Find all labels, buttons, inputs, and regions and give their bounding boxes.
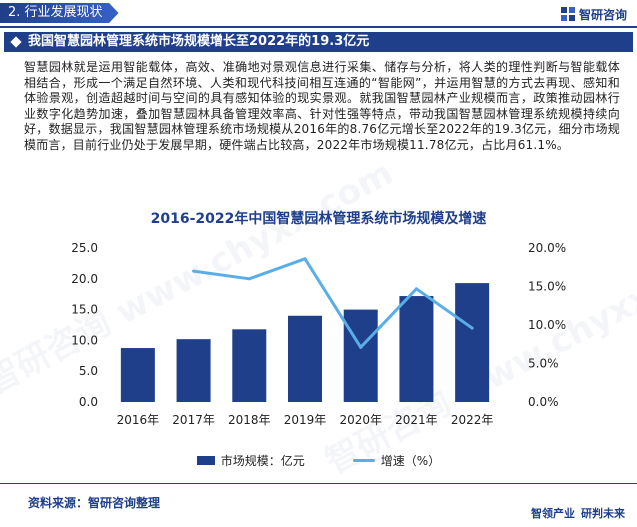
- y-left-tick-label: 15.0: [71, 303, 98, 317]
- line-point: [192, 269, 196, 273]
- x-tick-label: 2019年: [284, 413, 327, 427]
- legend-swatch-line: [352, 458, 375, 462]
- y-right-tick-label: 0.0%: [528, 395, 559, 409]
- bar: [343, 309, 378, 402]
- legend-item-line: 增速（%）: [352, 452, 441, 469]
- line-point: [414, 287, 418, 291]
- x-tick-label: 2020年: [339, 413, 382, 427]
- bar: [176, 339, 211, 402]
- line-point: [247, 277, 251, 281]
- bar: [232, 329, 267, 402]
- slogan-part: 智领产业: [531, 507, 575, 520]
- brand-logo-icon: [560, 7, 575, 21]
- x-tick-label: 2017年: [172, 413, 215, 427]
- bar: [120, 348, 155, 402]
- brand-name: 智研咨询: [578, 7, 627, 22]
- chart-legend: 市场规模：亿元 增速（%）: [0, 452, 637, 468]
- y-left-tick-label: 0.0: [79, 395, 98, 409]
- x-tick-label: 2018年: [228, 413, 271, 427]
- source-note: 资料来源：智研咨询整理: [28, 496, 161, 510]
- line-point: [359, 345, 363, 349]
- chart: 0.0 5.0 10.0 15.0 20.0 25.0 0.0% 5.0% 10.0% 15.0%…: [71, 241, 566, 427]
- brand: 智研咨询: [560, 5, 627, 23]
- line-point: [303, 257, 307, 261]
- y-left-tick-label: 10.0: [71, 333, 98, 347]
- legend-label-line: 增速（%）: [380, 453, 441, 468]
- bar: [288, 315, 322, 402]
- legend-swatch-bar: [196, 455, 215, 465]
- legend-item-bar: 市场规模：亿元: [196, 452, 305, 469]
- y-left-tick-label: 20.0: [71, 272, 98, 286]
- legend-label-bar: 市场规模：亿元: [220, 453, 305, 468]
- y-right-tick-label: 5.0%: [528, 357, 559, 371]
- y-left-tick-label: 5.0: [79, 364, 98, 378]
- x-tick-label: 2021年: [395, 413, 438, 427]
- diamond-icon: [10, 36, 22, 48]
- divider: [0, 483, 637, 484]
- title-bar: 我国智慧园林管理系统市场规模增长至2022年的19.3亿元: [4, 32, 633, 52]
- page-title: 我国智慧园林管理系统市场规模增长至2022年的19.3亿元: [28, 34, 370, 49]
- footer-slogan: 智领产业 研判未来: [531, 505, 625, 521]
- line-point: [470, 326, 474, 330]
- x-tick-label: 2016年: [117, 413, 160, 427]
- body-paragraph: 智慧园林就是运用智能载体，高效、准确地对景观信息进行采集、储存与分析，将人类的理…: [24, 60, 620, 152]
- bar: [455, 283, 490, 402]
- slogan-part: 研判未来: [581, 507, 625, 520]
- series-line: [193, 257, 474, 349]
- y-left-tick-label: 25.0: [71, 241, 98, 255]
- chart-title: 2016-2022年中国智慧园林管理系统市场规模及增速: [150, 211, 487, 227]
- y-right-tick-label: 10.0%: [528, 318, 566, 332]
- y-right-tick-label: 20.0%: [528, 241, 566, 255]
- y-right-tick-label: 15.0%: [528, 280, 566, 294]
- bar: [399, 296, 434, 402]
- section-label: 2. 行业发展现状: [0, 3, 119, 23]
- top-bar: 2. 行业发展现状 智研咨询: [0, 0, 637, 28]
- x-tick-label: 2022年: [451, 413, 494, 427]
